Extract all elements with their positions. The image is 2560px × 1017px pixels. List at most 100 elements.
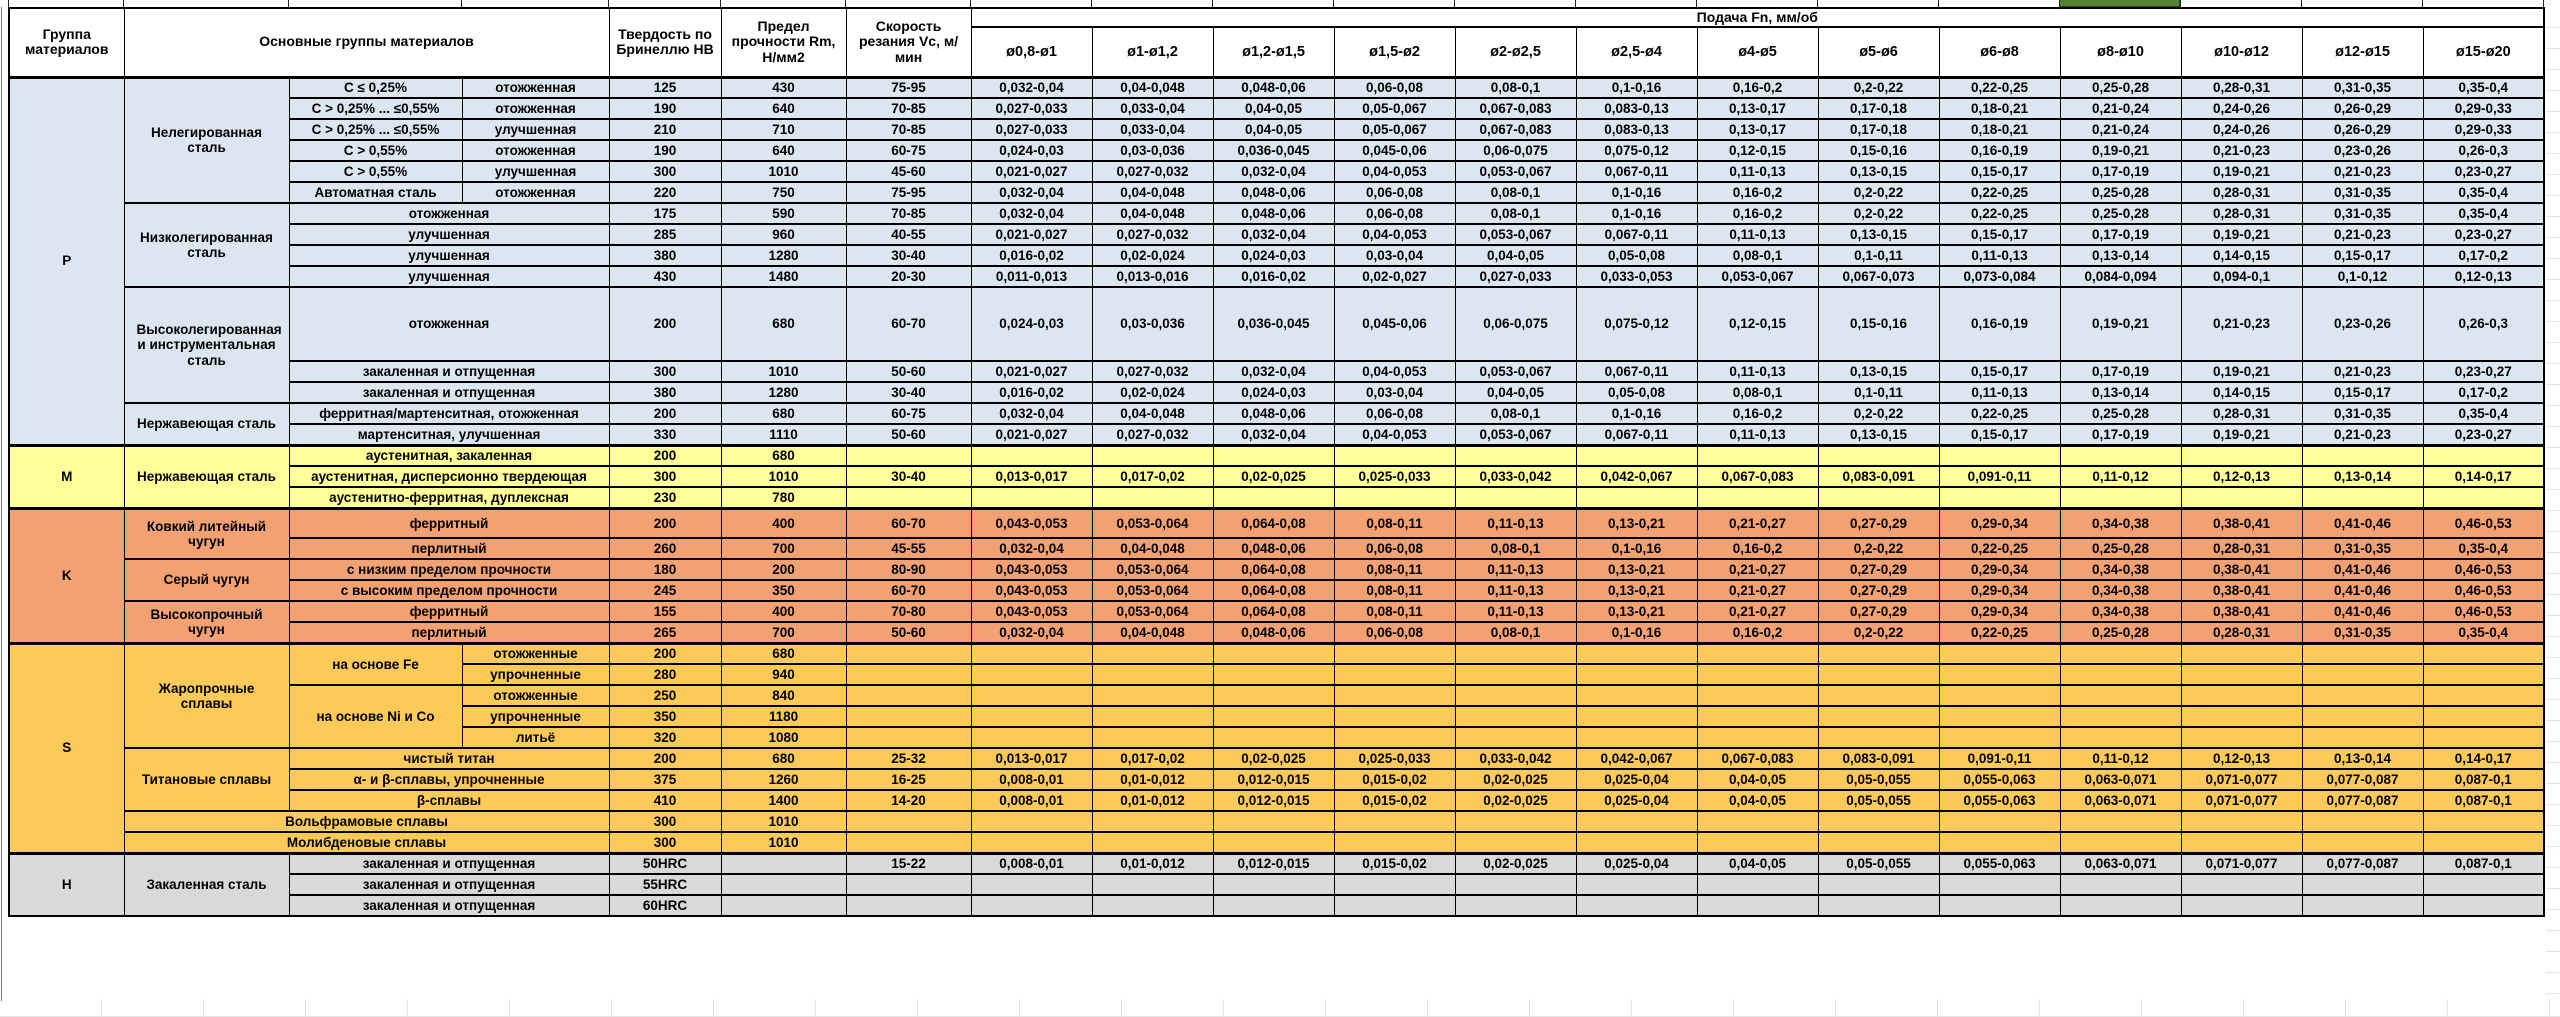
speed-cell[interactable] [845,894,972,917]
feed-cell[interactable]: 0,033-0,042 [1454,747,1577,770]
feed-cell[interactable] [1696,894,1819,917]
feed-cell[interactable]: 0,05-0,055 [1817,851,1940,875]
feed-cell[interactable]: 0,06-0,08 [1333,75,1456,99]
feed-cell[interactable]: 0,021-0,027 [970,360,1093,383]
feed-cell[interactable] [1212,831,1335,854]
hardness-cell[interactable]: 250 [608,684,722,707]
feed-cell[interactable]: 0,46-0,53 [2422,506,2545,539]
hardness-cell[interactable]: 50HRC [608,851,722,875]
feed-cell[interactable] [1938,831,2061,854]
feed-cell[interactable]: 0,05-0,067 [1333,118,1456,141]
feed-cell[interactable]: 0,08-0,1 [1454,402,1577,425]
feed-cell[interactable] [2422,705,2545,728]
feed-cell[interactable]: 0,25-0,28 [2059,75,2182,99]
feed-cell[interactable]: 0,17-0,19 [2059,423,2182,446]
feed-cell[interactable] [1333,641,1456,665]
subtype-cell[interactable]: C ≤ 0,25% [288,75,463,99]
speed-cell[interactable]: 60-70 [845,506,972,539]
speed-cell[interactable] [845,726,972,749]
feed-cell[interactable] [2301,663,2424,686]
strength-cell[interactable]: 640 [720,97,847,120]
feed-cell[interactable]: 0,042-0,067 [1575,747,1698,770]
feed-cell[interactable]: 0,24-0,26 [2180,97,2303,120]
feed-cell[interactable] [1575,894,1698,917]
material-group-cell[interactable]: Жаропрочные сплавы [123,641,290,749]
treatment-cell[interactable]: аустенитно-ферритная, дуплексная [288,486,610,509]
feed-cell[interactable]: 0,11-0,13 [1454,558,1577,581]
treatment-cell[interactable]: отожженные [461,641,610,665]
feed-cell[interactable]: 0,02-0,025 [1454,851,1577,875]
feed-cell[interactable] [970,641,1093,665]
feed-cell[interactable]: 0,11-0,13 [1696,223,1819,246]
feed-cell[interactable] [1091,894,1214,917]
material-group-cell[interactable]: Нержавеющая сталь [123,402,290,446]
feed-cell[interactable]: 0,024-0,03 [970,139,1093,162]
feed-cell[interactable]: 0,06-0,075 [1454,286,1577,362]
feed-cell[interactable]: 0,055-0,063 [1938,768,2061,791]
feed-cell[interactable] [1575,684,1698,707]
feed-cell[interactable] [1575,726,1698,749]
feed-cell[interactable]: 0,26-0,29 [2301,97,2424,120]
hardness-cell[interactable]: 300 [608,160,722,183]
feed-cell[interactable]: 0,032-0,04 [970,537,1093,560]
feed-cell[interactable]: 0,05-0,08 [1575,244,1698,267]
feed-cell[interactable]: 0,036-0,045 [1212,286,1335,362]
feed-cell[interactable]: 0,38-0,41 [2180,506,2303,539]
feed-cell[interactable] [2059,873,2182,896]
feed-cell[interactable] [1212,705,1335,728]
treatment-cell[interactable]: α- и β-сплавы, упрочненные [288,768,610,791]
feed-cell[interactable]: 0,1-0,16 [1575,202,1698,225]
feed-cell[interactable]: 0,071-0,077 [2180,851,2303,875]
feed-cell[interactable]: 0,12-0,15 [1696,286,1819,362]
treatment-cell[interactable]: улучшенная [288,223,610,246]
feed-cell[interactable] [2059,705,2182,728]
hardness-cell[interactable]: 210 [608,118,722,141]
feed-cell[interactable] [2301,705,2424,728]
feed-cell[interactable]: 0,16-0,2 [1696,75,1819,99]
group-letter-cell[interactable]: K [8,506,125,644]
feed-cell[interactable]: 0,21-0,23 [2301,360,2424,383]
speed-cell[interactable] [845,810,972,833]
treatment-cell[interactable]: улучшенная [288,244,610,267]
feed-cell[interactable] [1333,894,1456,917]
feed-cell[interactable] [2180,705,2303,728]
feed-cell[interactable]: 0,29-0,34 [1938,600,2061,623]
feed-cell[interactable]: 0,027-0,033 [970,118,1093,141]
feed-cell[interactable]: 0,084-0,094 [2059,265,2182,288]
feed-cell[interactable]: 0,027-0,033 [970,97,1093,120]
feed-cell[interactable] [1575,831,1698,854]
speed-cell[interactable]: 80-90 [845,558,972,581]
feed-cell[interactable]: 0,02-0,027 [1333,265,1456,288]
feed-cell[interactable]: 0,27-0,29 [1817,579,1940,602]
feed-cell[interactable] [1454,684,1577,707]
feed-cell[interactable]: 0,26-0,3 [2422,286,2545,362]
feed-cell[interactable]: 0,29-0,34 [1938,506,2061,539]
feed-cell[interactable]: 0,11-0,12 [2059,465,2182,488]
feed-cell[interactable]: 0,032-0,04 [1212,423,1335,446]
feed-cell[interactable]: 0,12-0,13 [2180,747,2303,770]
feed-cell[interactable] [1091,641,1214,665]
feed-cell[interactable] [1817,486,1940,509]
treatment-cell[interactable]: отожженная [288,202,610,225]
treatment-cell[interactable]: чистый титан [288,747,610,770]
feed-cell[interactable]: 0,23-0,27 [2422,360,2545,383]
feed-cell[interactable]: 0,033-0,04 [1091,97,1214,120]
feed-cell[interactable] [1938,810,2061,833]
hardness-cell[interactable]: 200 [608,443,722,467]
feed-cell[interactable]: 0,048-0,06 [1212,537,1335,560]
treatment-cell[interactable]: отожженная [461,97,610,120]
hardness-cell[interactable]: 155 [608,600,722,623]
feed-cell[interactable]: 0,16-0,2 [1696,537,1819,560]
feed-cell[interactable]: 0,21-0,23 [2301,160,2424,183]
feed-cell[interactable]: 0,01-0,012 [1091,768,1214,791]
feed-cell[interactable]: 0,35-0,4 [2422,75,2545,99]
header-feed-col[interactable]: ø1,2-ø1,5 [1212,26,1335,78]
feed-cell[interactable] [1817,705,1940,728]
hardness-cell[interactable]: 380 [608,244,722,267]
header-hardness[interactable]: Твердость по Бринеллю НВ [608,7,722,78]
hardness-cell[interactable]: 300 [608,360,722,383]
feed-cell[interactable] [2301,443,2424,467]
speed-cell[interactable]: 60-75 [845,402,972,425]
feed-cell[interactable] [1212,873,1335,896]
group-letter-cell[interactable]: M [8,443,125,509]
